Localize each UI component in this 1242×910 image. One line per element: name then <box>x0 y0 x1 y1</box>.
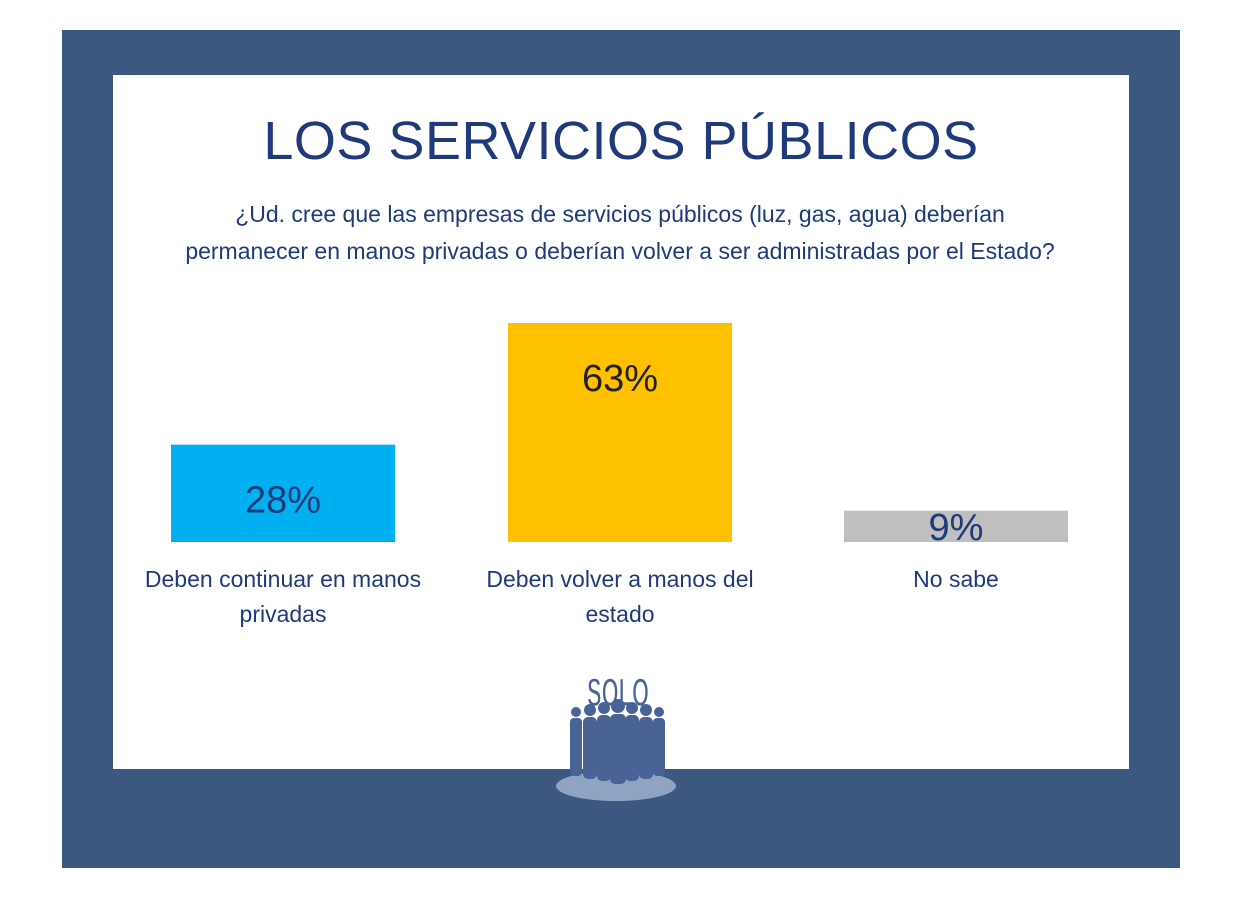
category-label-3: No sabe <box>913 566 999 592</box>
survey-question: ¿Ud. cree que las empresas de servicios … <box>185 201 1055 264</box>
category-label-1: Deben continuar en manos privadas <box>145 566 421 627</box>
solo-logo: SOLO <box>556 670 676 801</box>
bar-1 <box>171 444 395 542</box>
data-label-1: 28% <box>245 480 321 522</box>
data-label-3: 9% <box>929 507 984 549</box>
category-label-2: Deben volver a manos del estado <box>486 566 753 627</box>
bar-3 <box>844 510 1068 542</box>
page-title: LOS SERVICIOS PÚBLICOS <box>263 111 979 171</box>
data-label-2: 63% <box>582 358 658 400</box>
logo-people-icon <box>570 699 665 784</box>
bar-2 <box>508 323 732 542</box>
